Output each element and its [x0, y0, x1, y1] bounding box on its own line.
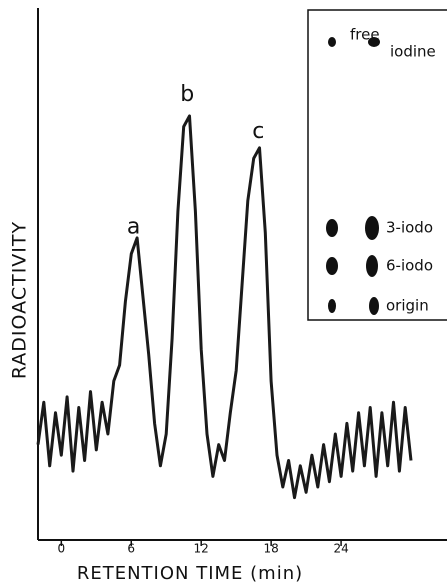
inset-label: free	[350, 26, 380, 44]
x-tick-label: 6	[127, 542, 135, 556]
spot	[326, 257, 338, 275]
chart: RADIOACTIVITY RETENTION TIME (min) 0 6 12 1…	[0, 0, 447, 585]
x-tick-label: 0	[57, 542, 65, 556]
spot	[369, 297, 379, 315]
x-tick-label: 12	[194, 542, 209, 556]
peak-label: b	[180, 82, 194, 107]
spot	[366, 255, 378, 277]
x-tick-label: 18	[264, 542, 279, 556]
inset-label: 6-iodo	[386, 257, 433, 275]
peak-label: a	[127, 214, 140, 239]
inset-label: 3-iodo	[386, 219, 433, 237]
x-axis-label: RETENTION TIME (min)	[77, 563, 303, 584]
page: RADIOACTIVITY RETENTION TIME (min) 0 6 12 1…	[0, 0, 447, 585]
peak-label: c	[252, 119, 264, 144]
spot	[326, 219, 338, 237]
spot	[365, 216, 379, 240]
spot	[328, 37, 336, 47]
spot	[328, 299, 336, 313]
inset-label: origin	[386, 297, 429, 315]
inset-label: iodine	[390, 43, 436, 61]
y-axis-label: RADIOACTIVITY	[9, 221, 31, 379]
x-tick-label: 24	[333, 542, 348, 556]
